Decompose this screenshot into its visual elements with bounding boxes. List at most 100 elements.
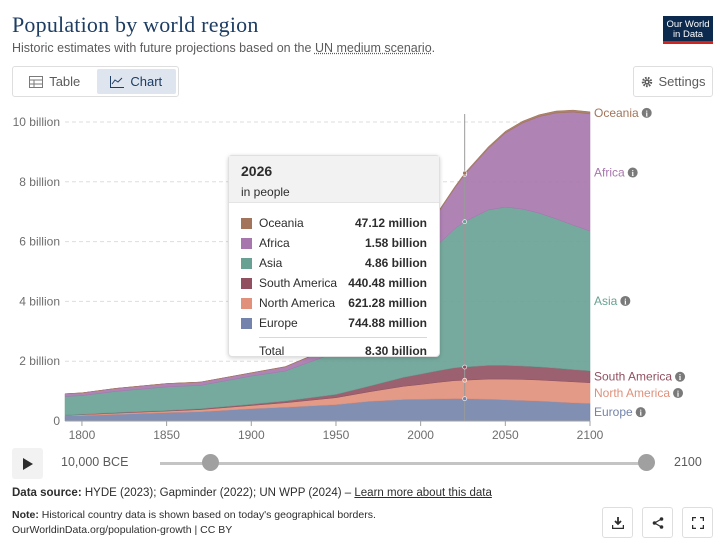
citation-url[interactable]: OurWorldinData.org/population-growth | C… <box>12 524 233 536</box>
info-icon-glyph: i <box>632 169 635 178</box>
tooltip-row: Europe 744.88 million <box>241 313 427 333</box>
y-tick-label: 8 billion <box>19 175 60 189</box>
tooltip-rows: Oceania 47.12 million Africa 1.58 billion As… <box>229 203 439 333</box>
info-icon-glyph: i <box>624 297 627 306</box>
note-text: Historical country data is shown based o… <box>38 509 376 521</box>
download-icon <box>611 516 624 529</box>
x-tick-label: 1900 <box>238 428 265 442</box>
legend-swatch <box>241 217 252 229</box>
tooltip-row: Asia 4.86 billion <box>241 253 427 273</box>
tab-table[interactable]: Table <box>15 69 95 94</box>
tooltip-row: North America 621.28 million <box>241 293 427 313</box>
x-tick-label: 2050 <box>492 428 519 442</box>
tooltip-total-value: 8.30 billion <box>364 344 427 358</box>
info-icon-glyph: i <box>646 109 649 118</box>
play-button[interactable] <box>12 448 43 479</box>
y-tick-label: 6 billion <box>19 235 60 249</box>
source-label: Data source: <box>12 487 82 499</box>
un-scenario-link[interactable]: UN medium scenario <box>314 41 432 55</box>
x-tick-label: 2100 <box>577 428 604 442</box>
tooltip-row-value: 4.86 billion <box>364 256 427 270</box>
y-tick-label: 10 billion <box>13 115 60 129</box>
info-icon[interactable] <box>675 371 686 382</box>
tooltip-row: South America 440.48 million <box>241 273 427 293</box>
gear-icon <box>641 76 652 87</box>
subtitle-text: Historic estimates with future projectio… <box>12 41 315 55</box>
timeline-track[interactable] <box>160 462 646 465</box>
end-label-north-america[interactable]: North America <box>594 386 670 400</box>
end-label-oceania[interactable]: Oceania <box>594 106 639 120</box>
note-label: Note: <box>12 509 39 521</box>
tooltip-year: 2026 <box>241 163 273 179</box>
chart-subtitle: Historic estimates with future projectio… <box>12 41 435 55</box>
note: Note: Historical country data is shown b… <box>12 509 376 521</box>
tooltip-row: Oceania 47.12 million <box>241 213 427 233</box>
y-tick-label: 2 billion <box>19 354 60 368</box>
stacked-areas <box>64 109 591 422</box>
play-icon <box>22 457 33 470</box>
timeline-start-label: 10,000 BCE <box>61 455 129 469</box>
expand-icon <box>691 516 704 529</box>
chart-icon <box>110 75 125 88</box>
chart-title: Population by world region <box>12 12 259 37</box>
tooltip-total-label: Total <box>259 344 285 358</box>
legend-swatch <box>241 297 252 309</box>
fullscreen-button[interactable] <box>682 507 713 538</box>
settings-label: Settings <box>658 74 706 89</box>
axes: 1800 1850 1900 1950 2000 2050 2100 <box>65 420 604 442</box>
end-label-africa[interactable]: Africa <box>594 166 625 180</box>
timeline-end-handle[interactable] <box>637 454 655 471</box>
view-tabs: Table Chart <box>12 66 179 97</box>
download-button[interactable] <box>602 507 633 538</box>
tooltip-row-name: Europe <box>259 316 298 330</box>
tooltip-row-value: 47.12 million <box>354 216 427 230</box>
logo-line-2: in Data <box>672 29 704 40</box>
tooltip-row: Africa 1.58 billion <box>241 233 427 253</box>
tooltip-row-name: Africa <box>259 236 290 250</box>
info-icon[interactable] <box>627 167 638 178</box>
tooltip-row-name: Asia <box>259 256 283 270</box>
end-label-europe[interactable]: Europe <box>594 405 633 419</box>
info-icon-glyph: i <box>677 390 680 399</box>
y-tick-label: 0 <box>53 414 60 428</box>
highlight-line <box>462 114 467 421</box>
tooltip-row-value: 621.28 million <box>348 296 427 310</box>
logo-line-1: Our World <box>666 19 710 30</box>
legend-swatch <box>241 317 252 329</box>
share-button[interactable] <box>642 507 673 538</box>
x-tick-label: 1950 <box>323 428 350 442</box>
settings-button[interactable]: Settings <box>633 66 713 97</box>
learn-more-link[interactable]: Learn more about this data <box>354 487 492 499</box>
subtitle-suffix: . <box>431 41 436 55</box>
highlight-marker <box>462 396 467 402</box>
tooltip-row-value: 1.58 billion <box>364 236 427 250</box>
info-icon-glyph: i <box>640 409 643 418</box>
highlight-marker <box>462 364 467 370</box>
info-icon[interactable] <box>635 407 646 418</box>
tooltip-row-value: 440.48 million <box>348 276 427 290</box>
info-icon[interactable] <box>673 388 684 399</box>
timeline-start-handle[interactable] <box>201 454 219 471</box>
tooltip-unit: in people <box>241 185 290 199</box>
tab-table-label: Table <box>49 74 81 89</box>
tooltip-row-name: North America <box>259 296 336 310</box>
info-icon-glyph: i <box>679 373 682 382</box>
info-icon[interactable] <box>620 295 631 306</box>
end-label-asia[interactable]: Asia <box>594 294 618 308</box>
tooltip-row-name: Oceania <box>259 216 304 230</box>
data-source: Data source: HYDE (2023); Gapminder (202… <box>12 487 492 499</box>
x-tick-label: 2000 <box>407 428 434 442</box>
timeline-end-label: 2100 <box>674 455 702 469</box>
source-text: HYDE (2023); Gapminder (2022); UN WPP (2… <box>81 487 355 499</box>
highlight-marker <box>462 170 467 176</box>
tab-chart-label: Chart <box>130 74 163 89</box>
owid-logo[interactable]: Our World in Data <box>663 16 713 44</box>
share-icon <box>652 516 663 529</box>
tab-chart[interactable]: Chart <box>96 69 176 94</box>
end-label-south-america[interactable]: South America <box>594 370 672 384</box>
info-icon[interactable] <box>641 107 652 118</box>
legend-swatch <box>241 257 252 269</box>
x-tick-label: 1850 <box>153 428 180 442</box>
